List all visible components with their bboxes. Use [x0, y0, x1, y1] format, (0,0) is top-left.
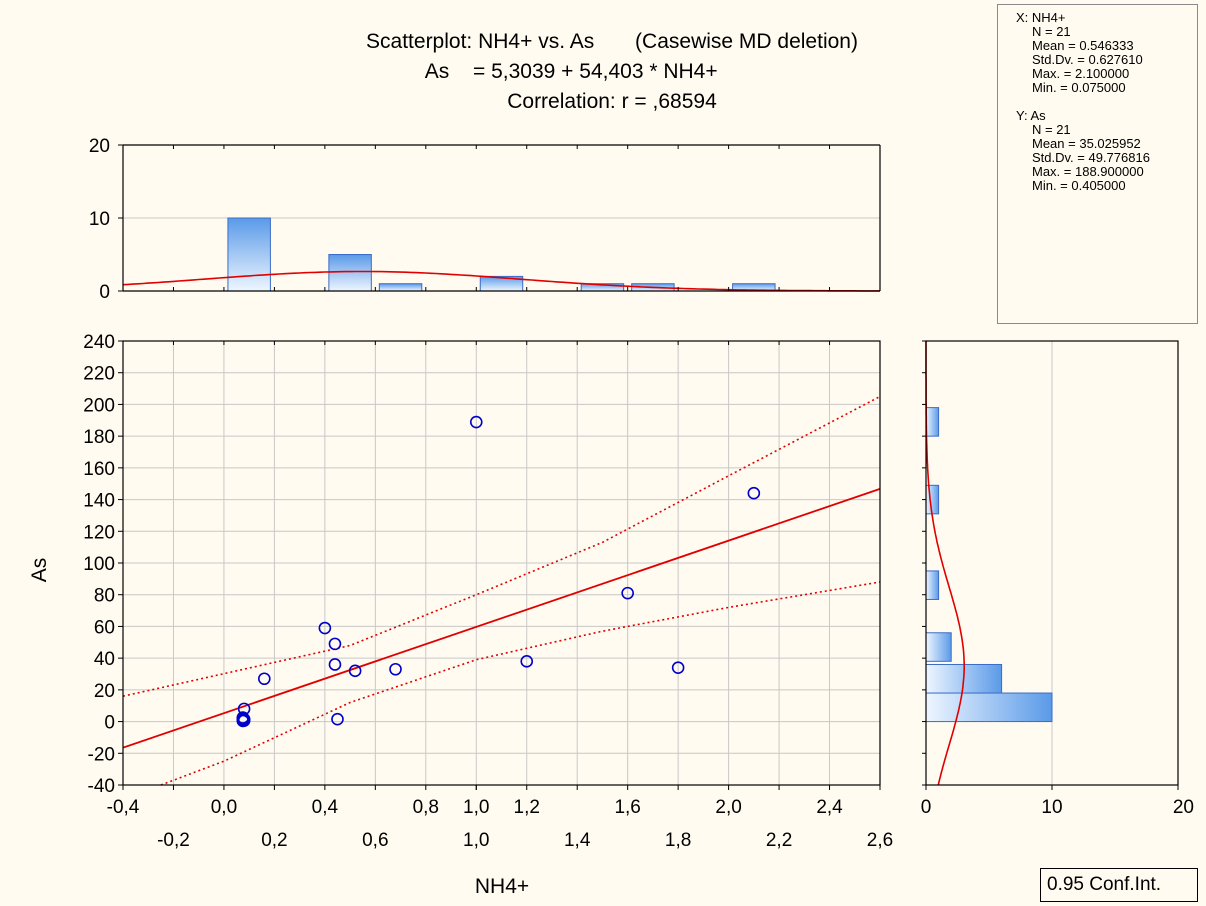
y-tick-label: 10 — [89, 209, 110, 230]
x-tick-label-upper: 2,4 — [816, 797, 843, 818]
chart-title-equation-label: As — [425, 60, 450, 83]
x-stats-mean: Mean = 0.546333 — [1032, 38, 1134, 53]
y-axis-label: As — [28, 558, 51, 583]
x-stats-header: X: NH4+ — [1016, 10, 1066, 25]
x-tick-label: 20 — [1173, 797, 1194, 818]
x-tick-label: 10 — [1041, 797, 1062, 818]
x-axis-label: NH4+ — [475, 875, 529, 898]
x-tick-label-upper: 0,4 — [312, 797, 339, 818]
statistics-box: X: NH4+ N = 21 Mean = 0.546333 Std.Dv. =… — [997, 4, 1198, 324]
scatter-point — [328, 637, 342, 651]
y-stats-max: Max. = 188.900000 — [1032, 164, 1144, 179]
histogram-bar — [378, 283, 423, 292]
y-stats-sd: Std.Dv. = 49.776816 — [1032, 150, 1150, 165]
histogram-bar — [925, 632, 952, 662]
x-tick-label-lower: -0,2 — [157, 830, 190, 851]
y-tick-label: -20 — [88, 744, 115, 765]
confidence-band-upper — [122, 395, 881, 697]
scatter-point — [318, 621, 332, 635]
scatter-point — [348, 664, 362, 678]
scatter-point — [389, 662, 402, 676]
scatter-point — [621, 586, 634, 600]
x-tick-label-lower: 1,4 — [564, 830, 591, 851]
chart-title-correlation: Correlation: r = ,68594 — [507, 90, 717, 113]
y-tick-label: 240 — [83, 332, 115, 353]
y-stats-header: Y: As — [1016, 108, 1046, 123]
x-tick-label-upper: 0,8 — [413, 797, 439, 818]
y-tick-label: 100 — [83, 554, 115, 575]
y-tick-label: 80 — [94, 586, 115, 607]
histogram-bar — [328, 254, 372, 292]
scatter-point — [747, 486, 761, 500]
x-tick-label-upper: 0,0 — [211, 797, 237, 818]
x-tick-label-upper: -0,4 — [107, 797, 140, 818]
scatter-point — [469, 415, 483, 429]
chart-title-line1: Scatterplot: NH4+ vs. As (Casewise MD de… — [366, 30, 858, 53]
y-tick-label: 40 — [94, 649, 115, 670]
y-tick-label: 20 — [89, 136, 110, 157]
y-stats-n: N = 21 — [1032, 122, 1071, 137]
x-tick-label: 0 — [921, 797, 932, 818]
histogram-y: 0 10 20 — [921, 340, 1194, 818]
histogram-bar — [925, 570, 940, 600]
x-stats-min: Min. = 0.075000 — [1032, 80, 1126, 95]
scatter-plot: -40 -20 0 20 40 60 80 100 120 140 160 180 200 220 240 -… — [83, 332, 893, 851]
scatter-point — [258, 672, 271, 686]
x-tick-label-lower: 2,2 — [766, 830, 792, 851]
scatter-point — [328, 658, 342, 671]
normal-curve-x — [122, 270, 880, 292]
histogram-x: 0 10 20 — [89, 136, 881, 303]
y-tick-label: 120 — [83, 522, 115, 543]
histogram-bar — [925, 484, 940, 515]
x-tick-label-upper: 1,2 — [514, 797, 540, 818]
confidence-interval-legend: 0.95 Conf.Int. — [1040, 868, 1198, 902]
y-tick-label: 0 — [99, 282, 110, 303]
y-tick-label: 220 — [83, 364, 115, 385]
x-tick-label-lower: 2,6 — [867, 830, 893, 851]
histogram-bar — [227, 217, 271, 292]
x-tick-label-upper: 1,0 — [463, 797, 489, 818]
y-tick-label: 160 — [83, 459, 115, 480]
x-stats-max: Max. = 2.100000 — [1032, 66, 1130, 81]
y-tick-label: 0 — [104, 713, 115, 734]
scatter-point — [331, 712, 344, 726]
scatter-point — [520, 655, 534, 668]
x-tick-label-lower: 0,2 — [261, 830, 287, 851]
y-tick-label: 60 — [94, 617, 115, 638]
x-tick-label-upper: 1,6 — [614, 797, 640, 818]
y-tick-label: -40 — [88, 776, 115, 797]
y-stats-mean: Mean = 35.025952 — [1032, 136, 1141, 151]
x-tick-label-upper: 2,0 — [715, 797, 741, 818]
x-stats-n: N = 21 — [1032, 24, 1071, 39]
x-tick-label-lower: 1,0 — [463, 830, 489, 851]
y-tick-label: 20 — [94, 681, 115, 702]
y-stats-min: Min. = 0.405000 — [1032, 178, 1126, 193]
x-stats-sd: Std.Dv. = 0.627610 — [1032, 52, 1143, 67]
regression-line — [122, 488, 881, 749]
y-tick-label: 180 — [83, 427, 115, 448]
histogram-bar — [925, 407, 940, 437]
y-tick-label: 140 — [83, 491, 115, 512]
x-tick-label-lower: 1,8 — [665, 830, 691, 851]
histogram-bar — [925, 692, 1053, 723]
y-tick-label: 200 — [83, 395, 115, 416]
scatter-point — [671, 661, 685, 674]
chart-title-equation: = 5,3039 + 54,403 * NH4+ — [473, 60, 718, 83]
x-tick-label-lower: 0,6 — [362, 830, 388, 851]
scatter-point — [236, 714, 250, 728]
